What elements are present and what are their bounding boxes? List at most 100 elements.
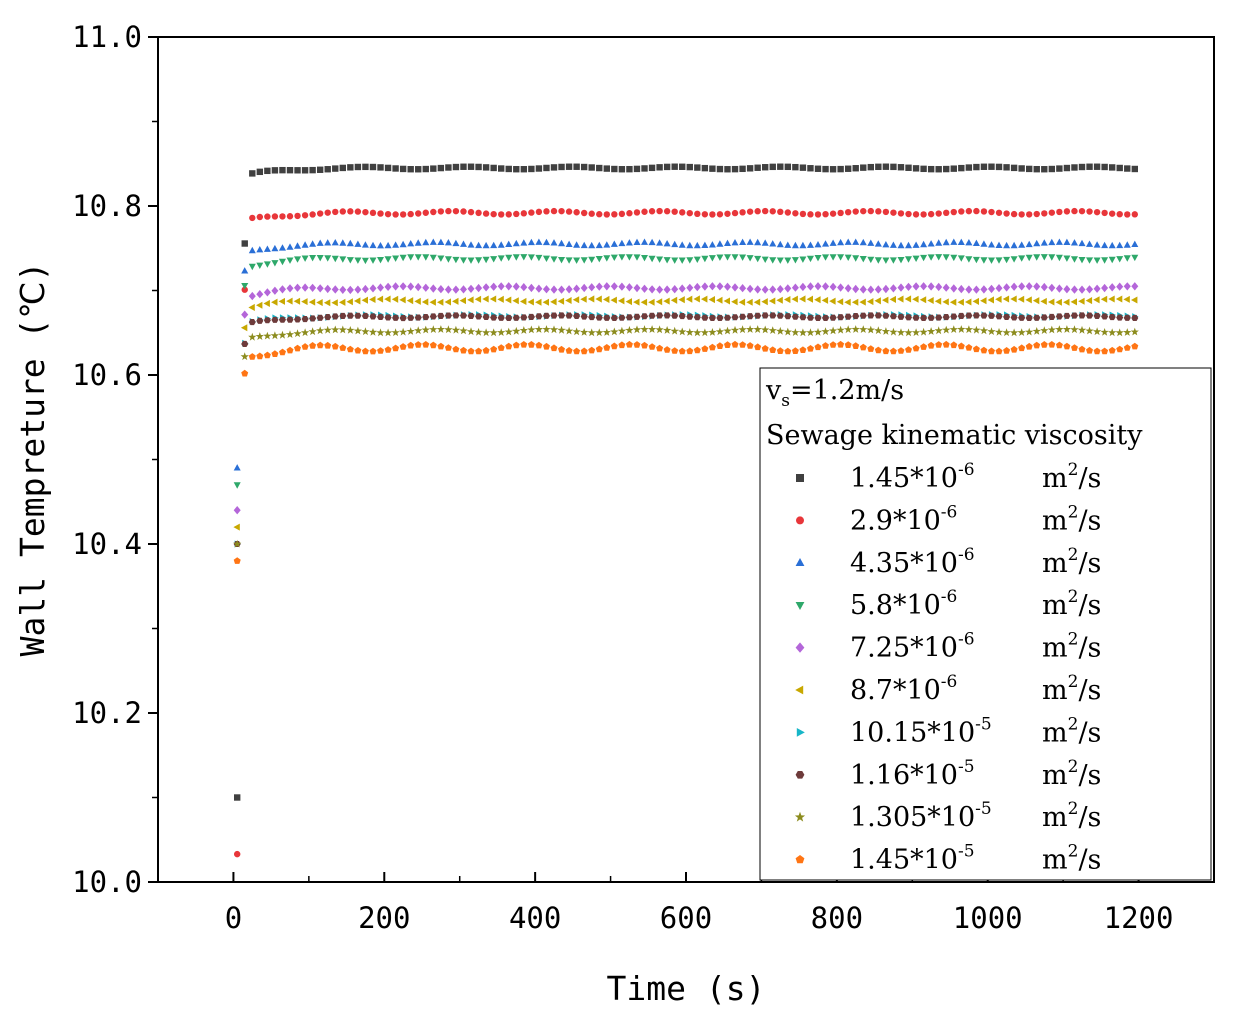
series-8-point — [988, 312, 995, 319]
series-5-point — [739, 284, 747, 293]
series-4-point — [769, 257, 777, 264]
series-1-point — [535, 165, 543, 172]
series-8-point — [1131, 314, 1139, 321]
series-4-point — [731, 254, 739, 261]
legend-label: 8.7*10-6 — [850, 672, 957, 706]
series-3 — [233, 238, 1139, 471]
series-9-point — [949, 325, 958, 333]
series-4-point — [482, 256, 490, 264]
series-1-point — [1116, 164, 1123, 172]
series-9-point — [783, 327, 792, 336]
series-3-point — [859, 238, 867, 246]
series-6-point — [271, 298, 278, 306]
series-5-point — [852, 284, 860, 294]
series-5-point — [837, 283, 845, 292]
y-tick-label: 10.0 — [72, 865, 142, 899]
series-10-point — [625, 340, 633, 348]
series-2-point — [301, 212, 309, 219]
series-8-point — [248, 319, 256, 326]
series-1-point — [844, 165, 852, 172]
series-6-point — [618, 297, 625, 305]
series-8-point — [377, 313, 384, 320]
series-3-point — [1063, 238, 1071, 245]
series-9-point — [323, 325, 332, 334]
series-3-point — [1003, 241, 1011, 249]
series-2-point — [467, 208, 475, 216]
legend-label-exponent: -6 — [941, 502, 958, 522]
series-10-point — [520, 341, 528, 348]
series-2-point — [935, 210, 942, 217]
series-8-point — [361, 312, 369, 319]
series-4-point — [1055, 254, 1063, 262]
series-2-point — [482, 210, 490, 217]
series-5-point — [912, 282, 920, 291]
series-5-point — [1101, 283, 1109, 293]
series-3-point — [671, 240, 679, 248]
series-5-point — [520, 283, 528, 292]
series-4-point — [339, 256, 347, 263]
series-4-point — [369, 257, 377, 264]
series-5-point — [1055, 284, 1063, 293]
series-6-point — [1055, 298, 1062, 306]
series-5-point — [1123, 282, 1131, 291]
series-1-point — [475, 163, 482, 171]
series-3-point — [286, 243, 294, 250]
series-10-point — [512, 341, 520, 349]
series-2-point — [535, 208, 543, 216]
series-4-point — [1131, 254, 1139, 262]
series-1-point — [920, 165, 927, 173]
series-2-point — [739, 209, 746, 216]
series-6-point — [670, 296, 678, 304]
series-3-point — [565, 240, 573, 247]
series-1-point — [596, 164, 603, 172]
series-3-point — [1048, 238, 1056, 246]
series-5-point — [550, 285, 558, 294]
series-10-point — [618, 341, 626, 349]
series-3-point — [693, 241, 701, 249]
series-5-point — [233, 506, 241, 515]
series-8-point — [648, 312, 656, 319]
series-9-point — [557, 325, 566, 334]
series-6-point — [784, 296, 791, 304]
series-9-point — [301, 328, 310, 337]
series-8-point — [656, 312, 664, 319]
axis-ticks: 0 200 400 600 800 1000 1200 10.0 10.2 10.4 10.6 10.… — [72, 20, 1215, 935]
series-3-point — [641, 238, 648, 245]
series-10-point — [769, 346, 777, 353]
series-3-point — [988, 241, 995, 248]
series-1-point — [679, 163, 686, 170]
series-6-point — [603, 295, 610, 303]
series-2-point — [399, 211, 407, 218]
series-6-point — [1010, 295, 1017, 303]
series-2-point — [792, 210, 799, 217]
series-8-point — [256, 317, 264, 324]
series-6-point — [512, 297, 519, 305]
series-5-point — [1040, 282, 1048, 292]
series-6-point — [1085, 297, 1093, 305]
series-4-point — [897, 257, 905, 264]
series-1-point — [912, 165, 920, 172]
series-9-point — [919, 327, 928, 336]
series-1-point — [339, 164, 346, 172]
series-5-point — [437, 285, 445, 294]
legend-condition-label: v — [765, 375, 782, 406]
series-2-point — [603, 211, 610, 218]
series-8-point — [263, 317, 271, 324]
series-3-point — [1033, 239, 1041, 247]
series-3-point — [482, 241, 490, 249]
series-4-point — [1040, 254, 1048, 261]
series-6-point — [685, 295, 693, 303]
legend-unit: m2/s — [1042, 460, 1101, 494]
series-10-point — [535, 341, 543, 349]
legend-unit-suffix: /s — [1078, 760, 1101, 791]
series-10-point — [822, 342, 829, 349]
series-8-point — [716, 314, 724, 321]
series-2-point — [596, 211, 603, 218]
series-3-point — [814, 241, 822, 248]
series-1-point — [641, 165, 648, 172]
series-2-point — [648, 208, 656, 215]
series-4-point — [1101, 257, 1109, 264]
series-10-point — [1063, 342, 1071, 350]
series-5-point — [497, 282, 505, 291]
series-4-point — [1093, 257, 1101, 264]
